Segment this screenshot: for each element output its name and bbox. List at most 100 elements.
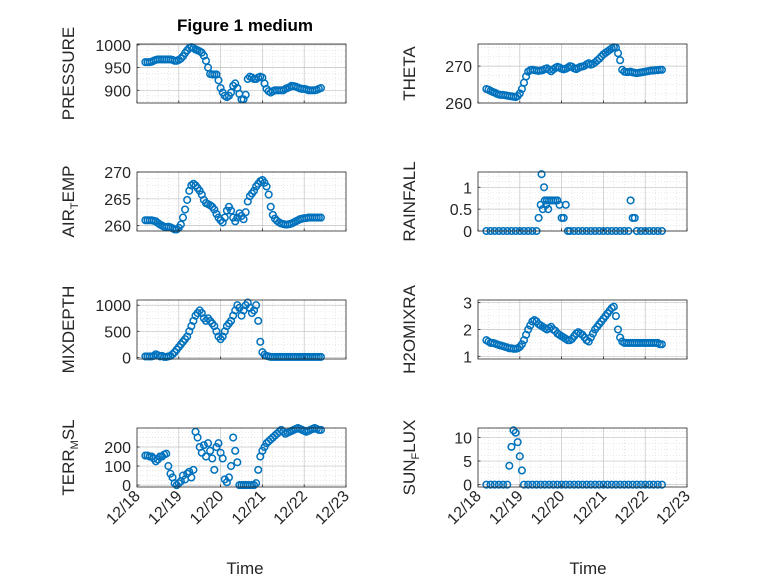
data-point [316, 213, 325, 222]
data-point [649, 480, 658, 489]
data-point [565, 480, 575, 489]
data-point [189, 465, 198, 474]
data-point [218, 218, 227, 227]
data-point [511, 428, 520, 437]
data-point [254, 316, 263, 325]
x-axis-label-right: Time [569, 559, 606, 578]
data-point [544, 205, 553, 214]
x-tick-label: 12/21 [229, 488, 269, 528]
data-point [553, 196, 562, 205]
data-point [611, 480, 620, 489]
y-tick-label: 0 [122, 350, 131, 367]
data-point [233, 458, 242, 467]
data-point [254, 465, 263, 474]
y-tick-label: 950 [104, 61, 131, 78]
data-point [624, 480, 633, 489]
data-point [657, 65, 666, 74]
data-point [545, 480, 554, 489]
data-point [599, 480, 608, 489]
data-point [534, 213, 543, 222]
y-tick-label: 0 [122, 478, 131, 495]
data-point [252, 301, 261, 310]
data-point [616, 480, 625, 489]
subplot-4: 0 0.5 1 RAINFALL [400, 161, 688, 242]
data-point [588, 329, 598, 338]
data-point [586, 333, 595, 342]
data-point [584, 337, 593, 346]
data-point [490, 480, 499, 489]
subplot-5: 0 500 1000 MIXDEPTH [59, 286, 347, 373]
data-point [249, 481, 259, 490]
data-point [241, 90, 250, 99]
data-point [147, 452, 156, 461]
data-point [252, 479, 261, 488]
data-point [526, 321, 535, 330]
data-point [176, 54, 185, 63]
data-point [517, 340, 526, 349]
data-point [653, 480, 662, 489]
data-point [570, 480, 579, 489]
y-tick-label: 270 [445, 59, 472, 76]
data-point [208, 454, 217, 463]
data-point [222, 478, 231, 487]
data-point [609, 302, 618, 311]
axes-box [477, 43, 688, 104]
data-point [199, 51, 208, 60]
data-point [515, 89, 524, 98]
data-point [630, 213, 639, 222]
data-point [636, 480, 646, 489]
data-point [561, 200, 570, 209]
x-tick-label: 12/23 [312, 488, 352, 528]
axes-box [477, 171, 688, 232]
data-point [227, 206, 236, 215]
data-point [536, 480, 545, 489]
axes-box [477, 427, 688, 488]
y-tick-label: 1000 [95, 298, 131, 315]
data-point [559, 213, 568, 222]
data-point [229, 433, 238, 442]
data-point [586, 480, 595, 489]
data-point [613, 49, 623, 58]
x-axis-label-left: Time [226, 559, 263, 578]
data-point [515, 452, 524, 461]
axes-box [136, 299, 347, 360]
figure-title: Figure 1 medium [177, 16, 313, 35]
data-point [522, 72, 531, 81]
data-point [603, 480, 612, 489]
data-point [204, 439, 213, 448]
data-point [645, 480, 654, 489]
x-tick-label: 12/20 [528, 488, 568, 528]
data-point [218, 454, 227, 463]
data-point [227, 88, 236, 97]
data-point [220, 213, 229, 222]
y-tick-label: 100 [104, 459, 131, 476]
y-tick-label: 0 [463, 224, 472, 241]
data-point [499, 480, 508, 489]
y-tick-label: 260 [445, 96, 472, 113]
data-point [574, 480, 583, 489]
data-point [494, 480, 503, 489]
data-point [503, 480, 512, 489]
data-point [524, 325, 533, 334]
y-axis-label: THETA [400, 46, 419, 101]
x-tick-label: 12/22 [271, 488, 311, 528]
data-point [224, 473, 234, 482]
data-point [557, 480, 566, 489]
data-point [507, 442, 516, 451]
data-point [206, 446, 215, 455]
data-point [264, 190, 273, 199]
data-point [201, 56, 211, 65]
data-point [189, 179, 198, 188]
y-axis-label: PRESSURE [59, 27, 78, 121]
data-point [582, 480, 591, 489]
y-tick-label: 3 [463, 296, 472, 313]
data-point [214, 76, 223, 85]
data-point [549, 480, 558, 489]
data-point [486, 480, 495, 489]
data-point [561, 480, 570, 489]
axes-box [136, 427, 347, 488]
data-point [162, 449, 171, 458]
data-point [214, 439, 223, 448]
data-point [528, 480, 537, 489]
